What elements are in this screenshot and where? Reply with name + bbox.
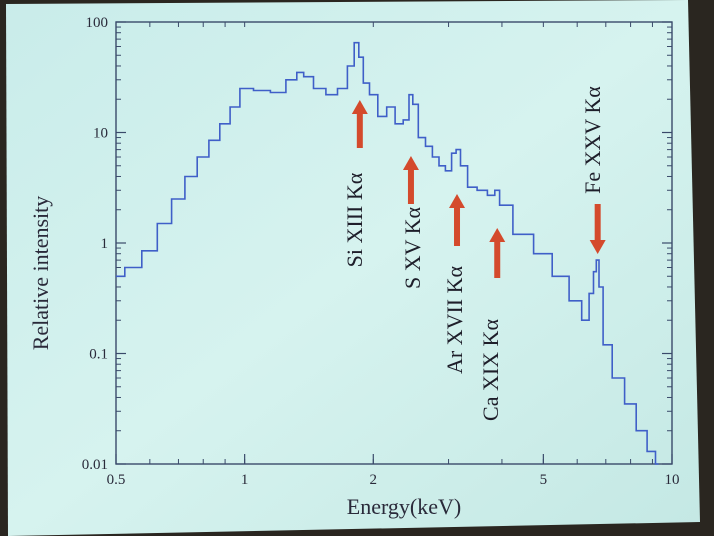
x-tick-label: 0.5 — [107, 472, 126, 488]
x-tick-label: 5 — [540, 472, 548, 488]
x-tick-label: 1 — [241, 472, 249, 488]
spectrum-line — [116, 41, 659, 465]
paper-sheet — [6, 0, 700, 536]
y-tick-label: 0.1 — [89, 347, 108, 363]
y-tick-label: 0.01 — [82, 457, 108, 473]
x-axis-label: Energy(keV) — [347, 494, 461, 519]
annotation-arrow-head — [489, 228, 506, 242]
y-tick-label: 100 — [86, 15, 109, 31]
annotation-label: Fe XXV Kα — [580, 86, 605, 194]
y-tick-label: 1 — [101, 236, 109, 252]
y-axis-label: Relative intensity — [28, 196, 53, 351]
annotation-arrow-head — [351, 100, 368, 114]
annotation-arrow-head — [449, 194, 466, 208]
annotation-label: Si XIII Kα — [342, 172, 367, 267]
annotation-label: Ar XVII Kα — [442, 266, 467, 375]
annotation-label: S XV Kα — [400, 207, 425, 290]
x-tick-label: 2 — [370, 472, 378, 488]
annotation-arrow-head — [402, 156, 419, 170]
annotation-label: Ca XIX Kα — [478, 319, 503, 421]
y-tick-label: 10 — [93, 126, 108, 142]
x-tick-label: 10 — [665, 472, 680, 488]
plot-area: 0.01 0.1 1 10 100 0.5 1 2 5 10 Energy(keV) Relative… — [28, 15, 680, 519]
annotation-arrow-head — [589, 240, 606, 254]
